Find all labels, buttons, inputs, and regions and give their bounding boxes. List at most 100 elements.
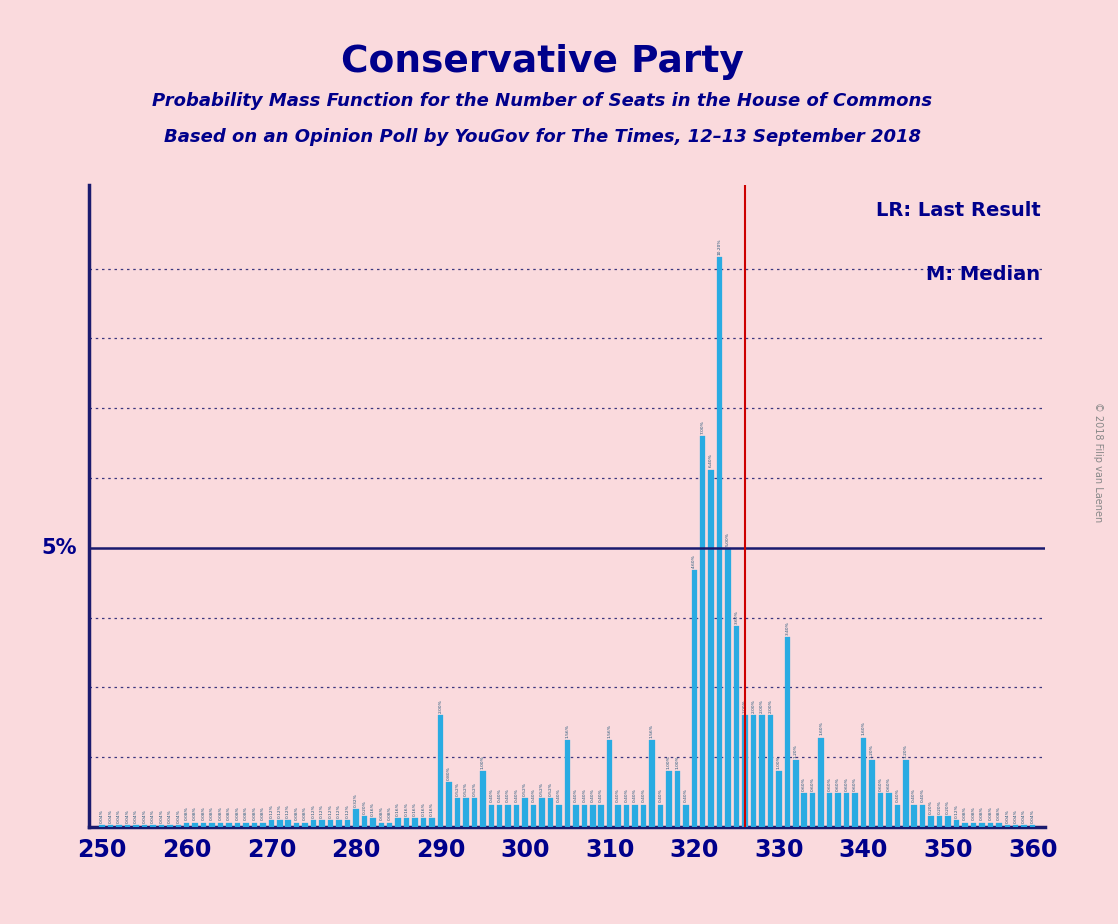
Text: 0.40%: 0.40% [896,789,899,802]
Bar [463,798,468,827]
Bar [498,805,502,827]
Bar [320,821,325,827]
Bar [548,798,553,827]
Text: 6.40%: 6.40% [709,454,713,468]
Bar [666,772,672,827]
Text: 0.04%: 0.04% [1005,808,1010,822]
Bar [633,805,637,827]
Bar [387,822,392,827]
Text: 0.12%: 0.12% [320,804,324,818]
Text: 0.08%: 0.08% [184,807,189,821]
Text: 0.04%: 0.04% [117,808,121,822]
Text: 0.08%: 0.08% [218,807,222,821]
Bar [294,822,300,827]
Text: 2.00%: 2.00% [751,699,756,713]
Text: M: Median: M: Median [927,265,1041,284]
Text: 0.52%: 0.52% [472,782,476,796]
Text: 0.20%: 0.20% [946,800,950,813]
Text: 0.12%: 0.12% [286,804,291,818]
Bar [235,822,240,827]
Text: 0.40%: 0.40% [912,789,917,802]
Text: 0.12%: 0.12% [312,804,315,818]
Bar [598,805,604,827]
Bar [742,715,748,827]
Text: 3.40%: 3.40% [785,621,789,635]
Bar [539,798,544,827]
Text: 0.08%: 0.08% [303,807,307,821]
Bar [413,818,418,827]
Text: 1.56%: 1.56% [566,723,569,737]
Bar [827,794,833,827]
Bar [252,822,257,827]
Text: 0.80%: 0.80% [447,766,451,780]
Text: 0.08%: 0.08% [972,807,975,821]
Bar [472,798,477,827]
Bar [581,805,587,827]
Text: 0.12%: 0.12% [345,804,350,818]
Text: 0.16%: 0.16% [396,802,400,816]
Bar [809,794,815,827]
Text: 7.00%: 7.00% [701,420,704,434]
Bar [759,715,765,827]
Bar [1013,825,1018,827]
Bar [489,805,494,827]
Bar [244,822,248,827]
Text: 0.08%: 0.08% [260,807,265,821]
Bar [514,805,520,827]
Text: 0.20%: 0.20% [362,800,367,813]
Bar [615,805,620,827]
Text: 0.40%: 0.40% [684,789,688,802]
Bar [683,805,689,827]
Bar [903,760,909,827]
Text: 0.40%: 0.40% [625,789,628,802]
Bar [277,821,283,827]
Text: 0.40%: 0.40% [582,789,586,802]
Text: 0.04%: 0.04% [168,808,172,822]
Text: 0.08%: 0.08% [236,807,239,821]
Bar [1022,825,1027,827]
Bar [717,258,722,827]
Text: 0.60%: 0.60% [853,777,858,791]
Bar [844,794,850,827]
Text: 1.00%: 1.00% [481,755,485,769]
Bar [861,737,866,827]
Text: 0.16%: 0.16% [430,802,434,816]
Text: 4.60%: 4.60% [692,554,697,568]
Bar [302,822,307,827]
Bar [674,772,680,827]
Text: 1.20%: 1.20% [794,744,798,758]
Bar [285,821,291,827]
Text: 0.40%: 0.40% [642,789,645,802]
Bar [776,772,781,827]
Text: 0.04%: 0.04% [142,808,146,822]
Text: 0.60%: 0.60% [887,777,891,791]
Text: 0.40%: 0.40% [557,789,561,802]
Text: 0.60%: 0.60% [827,777,832,791]
Text: 0.16%: 0.16% [405,802,409,816]
Bar [370,818,376,827]
Text: Based on an Opinion Poll by YouGov for The Times, 12–13 September 2018: Based on an Opinion Poll by YouGov for T… [163,128,921,145]
Bar [379,822,383,827]
Text: 0.40%: 0.40% [498,789,502,802]
Text: 1.20%: 1.20% [903,744,908,758]
Text: 0.08%: 0.08% [295,807,299,821]
Bar [446,783,452,827]
Text: 0.08%: 0.08% [979,807,984,821]
Text: 0.04%: 0.04% [134,808,138,822]
Text: 0.08%: 0.08% [253,807,256,821]
Bar [785,638,790,827]
Text: 1.56%: 1.56% [608,723,612,737]
Bar [869,760,874,827]
Bar [878,794,883,827]
Text: 0.40%: 0.40% [659,789,663,802]
Bar [768,715,774,827]
Bar [192,822,198,827]
Bar [709,469,714,827]
Text: 0.04%: 0.04% [177,808,180,822]
Bar [565,740,570,827]
Bar [142,825,148,827]
Bar [590,805,596,827]
Bar [209,822,215,827]
Bar [607,740,613,827]
Text: 1.20%: 1.20% [870,744,874,758]
